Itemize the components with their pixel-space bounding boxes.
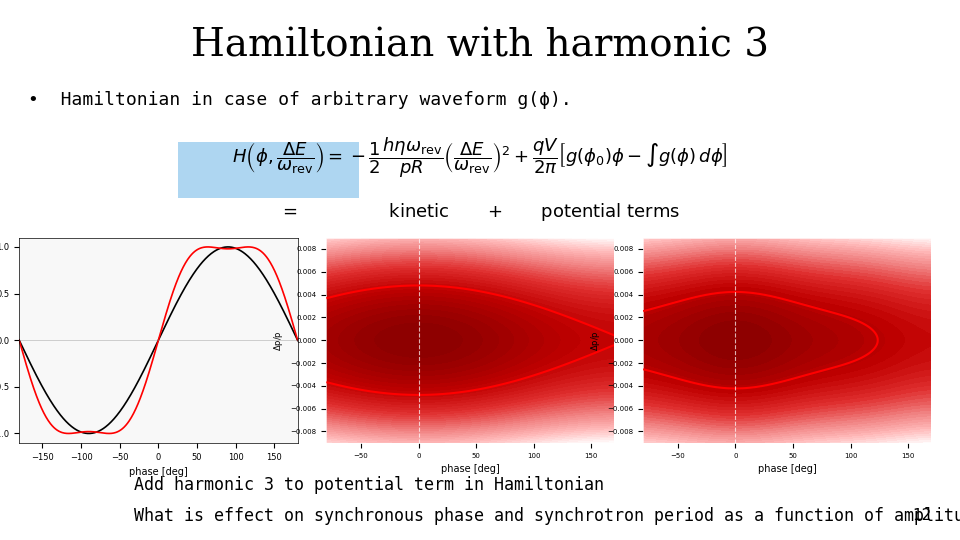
Text: $H\left(\phi, \dfrac{\Delta E}{\omega_{\rm rev}}\right) = -\dfrac{1}{2}\dfrac{h\: $H\left(\phi, \dfrac{\Delta E}{\omega_{\… <box>232 135 728 180</box>
Text: Hamiltonian with harmonic 3: Hamiltonian with harmonic 3 <box>191 28 769 64</box>
Y-axis label: $\Delta$p/p: $\Delta$p/p <box>588 330 602 350</box>
Text: $= \quad\quad\quad\quad\quad {\rm kinetic} \quad\quad + \quad\quad {\rm potentia: $= \quad\quad\quad\quad\quad {\rm kineti… <box>279 201 681 223</box>
FancyBboxPatch shape <box>178 142 359 198</box>
Y-axis label: $\Delta$p/p: $\Delta$p/p <box>272 330 285 350</box>
Text: 12: 12 <box>912 508 931 523</box>
Text: •  Hamiltonian in case of arbitrary waveform g(ϕ).: • Hamiltonian in case of arbitrary wavef… <box>29 91 572 110</box>
X-axis label: phase [deg]: phase [deg] <box>441 464 500 474</box>
Text: Add harmonic 3 to potential term in Hamiltonian: Add harmonic 3 to potential term in Hami… <box>134 476 605 495</box>
Text: What is effect on synchronous phase and synchrotron period as a function of ampl: What is effect on synchronous phase and … <box>134 507 960 525</box>
X-axis label: phase [deg]: phase [deg] <box>757 464 817 474</box>
X-axis label: phase [deg]: phase [deg] <box>129 467 188 477</box>
